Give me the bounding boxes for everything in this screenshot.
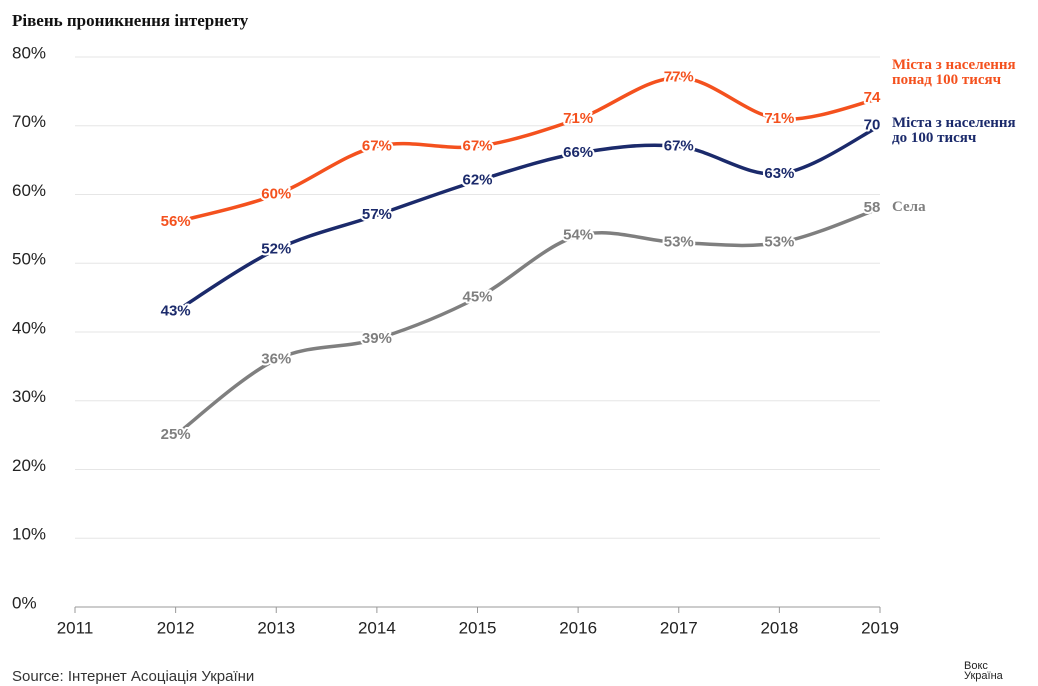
value-label: 67% xyxy=(362,137,392,154)
value-label: 39% xyxy=(362,330,392,347)
chart-title: Рівень проникнення інтернету xyxy=(12,11,249,30)
value-label: 53% xyxy=(764,234,794,251)
y-tick-label: 0% xyxy=(12,593,37,612)
y-tick-label: 30% xyxy=(12,387,46,406)
source: Source: Інтернет Асоціація України xyxy=(12,668,255,685)
legend-label: Села xyxy=(892,199,926,215)
y-tick-label: 10% xyxy=(12,525,46,544)
value-label: 67% xyxy=(462,137,492,154)
value-label: 45% xyxy=(462,289,492,306)
x-tick-label: 2012 xyxy=(157,618,195,637)
x-tick-label: 2011 xyxy=(57,618,94,637)
value-label: 77% xyxy=(664,69,694,86)
value-label: 74 xyxy=(864,89,881,106)
value-label: 63% xyxy=(764,165,794,182)
line xyxy=(174,206,881,437)
legend-label: Міста з населення до 100 тисяч xyxy=(892,115,1016,146)
y-tick-label: 20% xyxy=(12,456,46,475)
value-label: 70 xyxy=(864,117,881,134)
y-tick-label: 80% xyxy=(12,43,46,62)
line xyxy=(174,124,881,313)
value-label: 25% xyxy=(161,426,191,443)
x-tick-label: 2019 xyxy=(861,618,899,637)
logo: Вокс Україна xyxy=(964,660,1003,682)
value-label: 57% xyxy=(362,206,392,223)
x-tick-label: 2015 xyxy=(459,618,497,637)
y-tick-label: 60% xyxy=(12,181,46,200)
x-tick-label: 2014 xyxy=(358,618,396,637)
x-tick-label: 2017 xyxy=(660,618,698,637)
value-label: 36% xyxy=(261,350,291,367)
x-tick-label: 2016 xyxy=(559,618,597,637)
value-label: 58 xyxy=(864,199,881,216)
y-tick-label: 70% xyxy=(12,112,46,131)
value-label: 67% xyxy=(664,137,694,154)
y-tick-label: 50% xyxy=(12,250,46,269)
line xyxy=(175,75,881,224)
y-tick-label: 40% xyxy=(12,318,46,337)
x-tick-label: 2018 xyxy=(760,618,798,637)
value-label: 53% xyxy=(664,234,694,251)
x-tick-label: 2013 xyxy=(257,618,295,637)
legend-label: Міста з населення понад 100 тисяч xyxy=(892,57,1016,88)
value-label: 71% xyxy=(764,110,794,127)
value-label: 52% xyxy=(261,240,291,257)
value-label: 66% xyxy=(563,144,593,161)
value-label: 56% xyxy=(161,213,191,230)
value-label: 60% xyxy=(261,185,291,202)
value-label: 43% xyxy=(161,302,191,319)
value-label: 54% xyxy=(563,227,593,244)
value-label: 62% xyxy=(462,172,492,189)
value-label: 71% xyxy=(563,110,593,127)
